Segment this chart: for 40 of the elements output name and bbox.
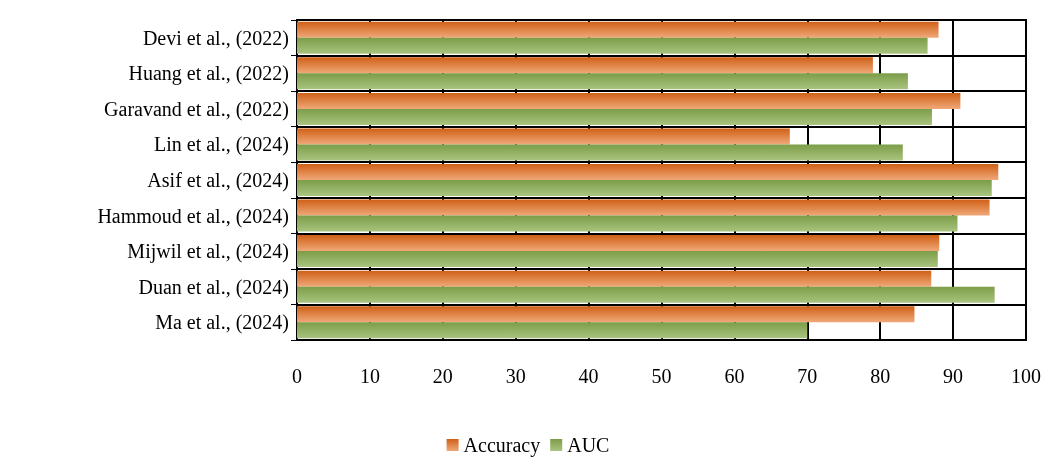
bar [297,108,932,125]
x-tick-label: 30 [505,365,526,387]
bar [297,37,928,54]
x-tick-label: 60 [724,365,745,387]
y-tick-label: Lin et al., (2024) [154,133,289,157]
bar [297,180,992,196]
bar [297,306,915,323]
bar [297,286,995,303]
bar [297,322,808,339]
bar [297,144,903,161]
y-tick-label: Devi et al., (2022) [142,26,289,50]
bar [297,215,958,232]
bar [297,21,939,38]
bar [297,57,873,74]
bar [297,164,999,180]
bar [297,73,908,90]
y-tick-label: Ma et al., (2024) [155,311,289,335]
x-tick-label: 0 [292,365,302,387]
x-tick-label: 80 [870,365,891,387]
x-tick-label: 90 [943,365,964,387]
bar [297,128,790,145]
x-tick-label: 20 [432,365,453,387]
x-tick-label: 40 [578,365,599,387]
x-tick-label: 70 [797,365,818,387]
x-tick-label: 10 [359,365,380,387]
x-tick-label: 100 [1011,365,1041,387]
y-tick-label: Garavand et al., (2022) [104,97,289,121]
bar [297,270,932,287]
y-tick-label: Hammoud et al., (2024) [97,204,289,228]
legend-label: Accuracy [463,434,541,457]
y-tick-label: Duan et al., (2024) [138,275,289,299]
bar [297,235,940,252]
y-tick-label: Huang et al., (2022) [128,62,289,86]
y-tick-label: Mijwil et al., (2024) [127,240,289,264]
bar [297,251,938,268]
x-tick-label: 50 [651,365,672,387]
bar [297,92,961,109]
legend-label: AUC [567,434,610,456]
bar [297,199,990,216]
y-tick-label: Asif et al., (2024) [147,169,289,192]
